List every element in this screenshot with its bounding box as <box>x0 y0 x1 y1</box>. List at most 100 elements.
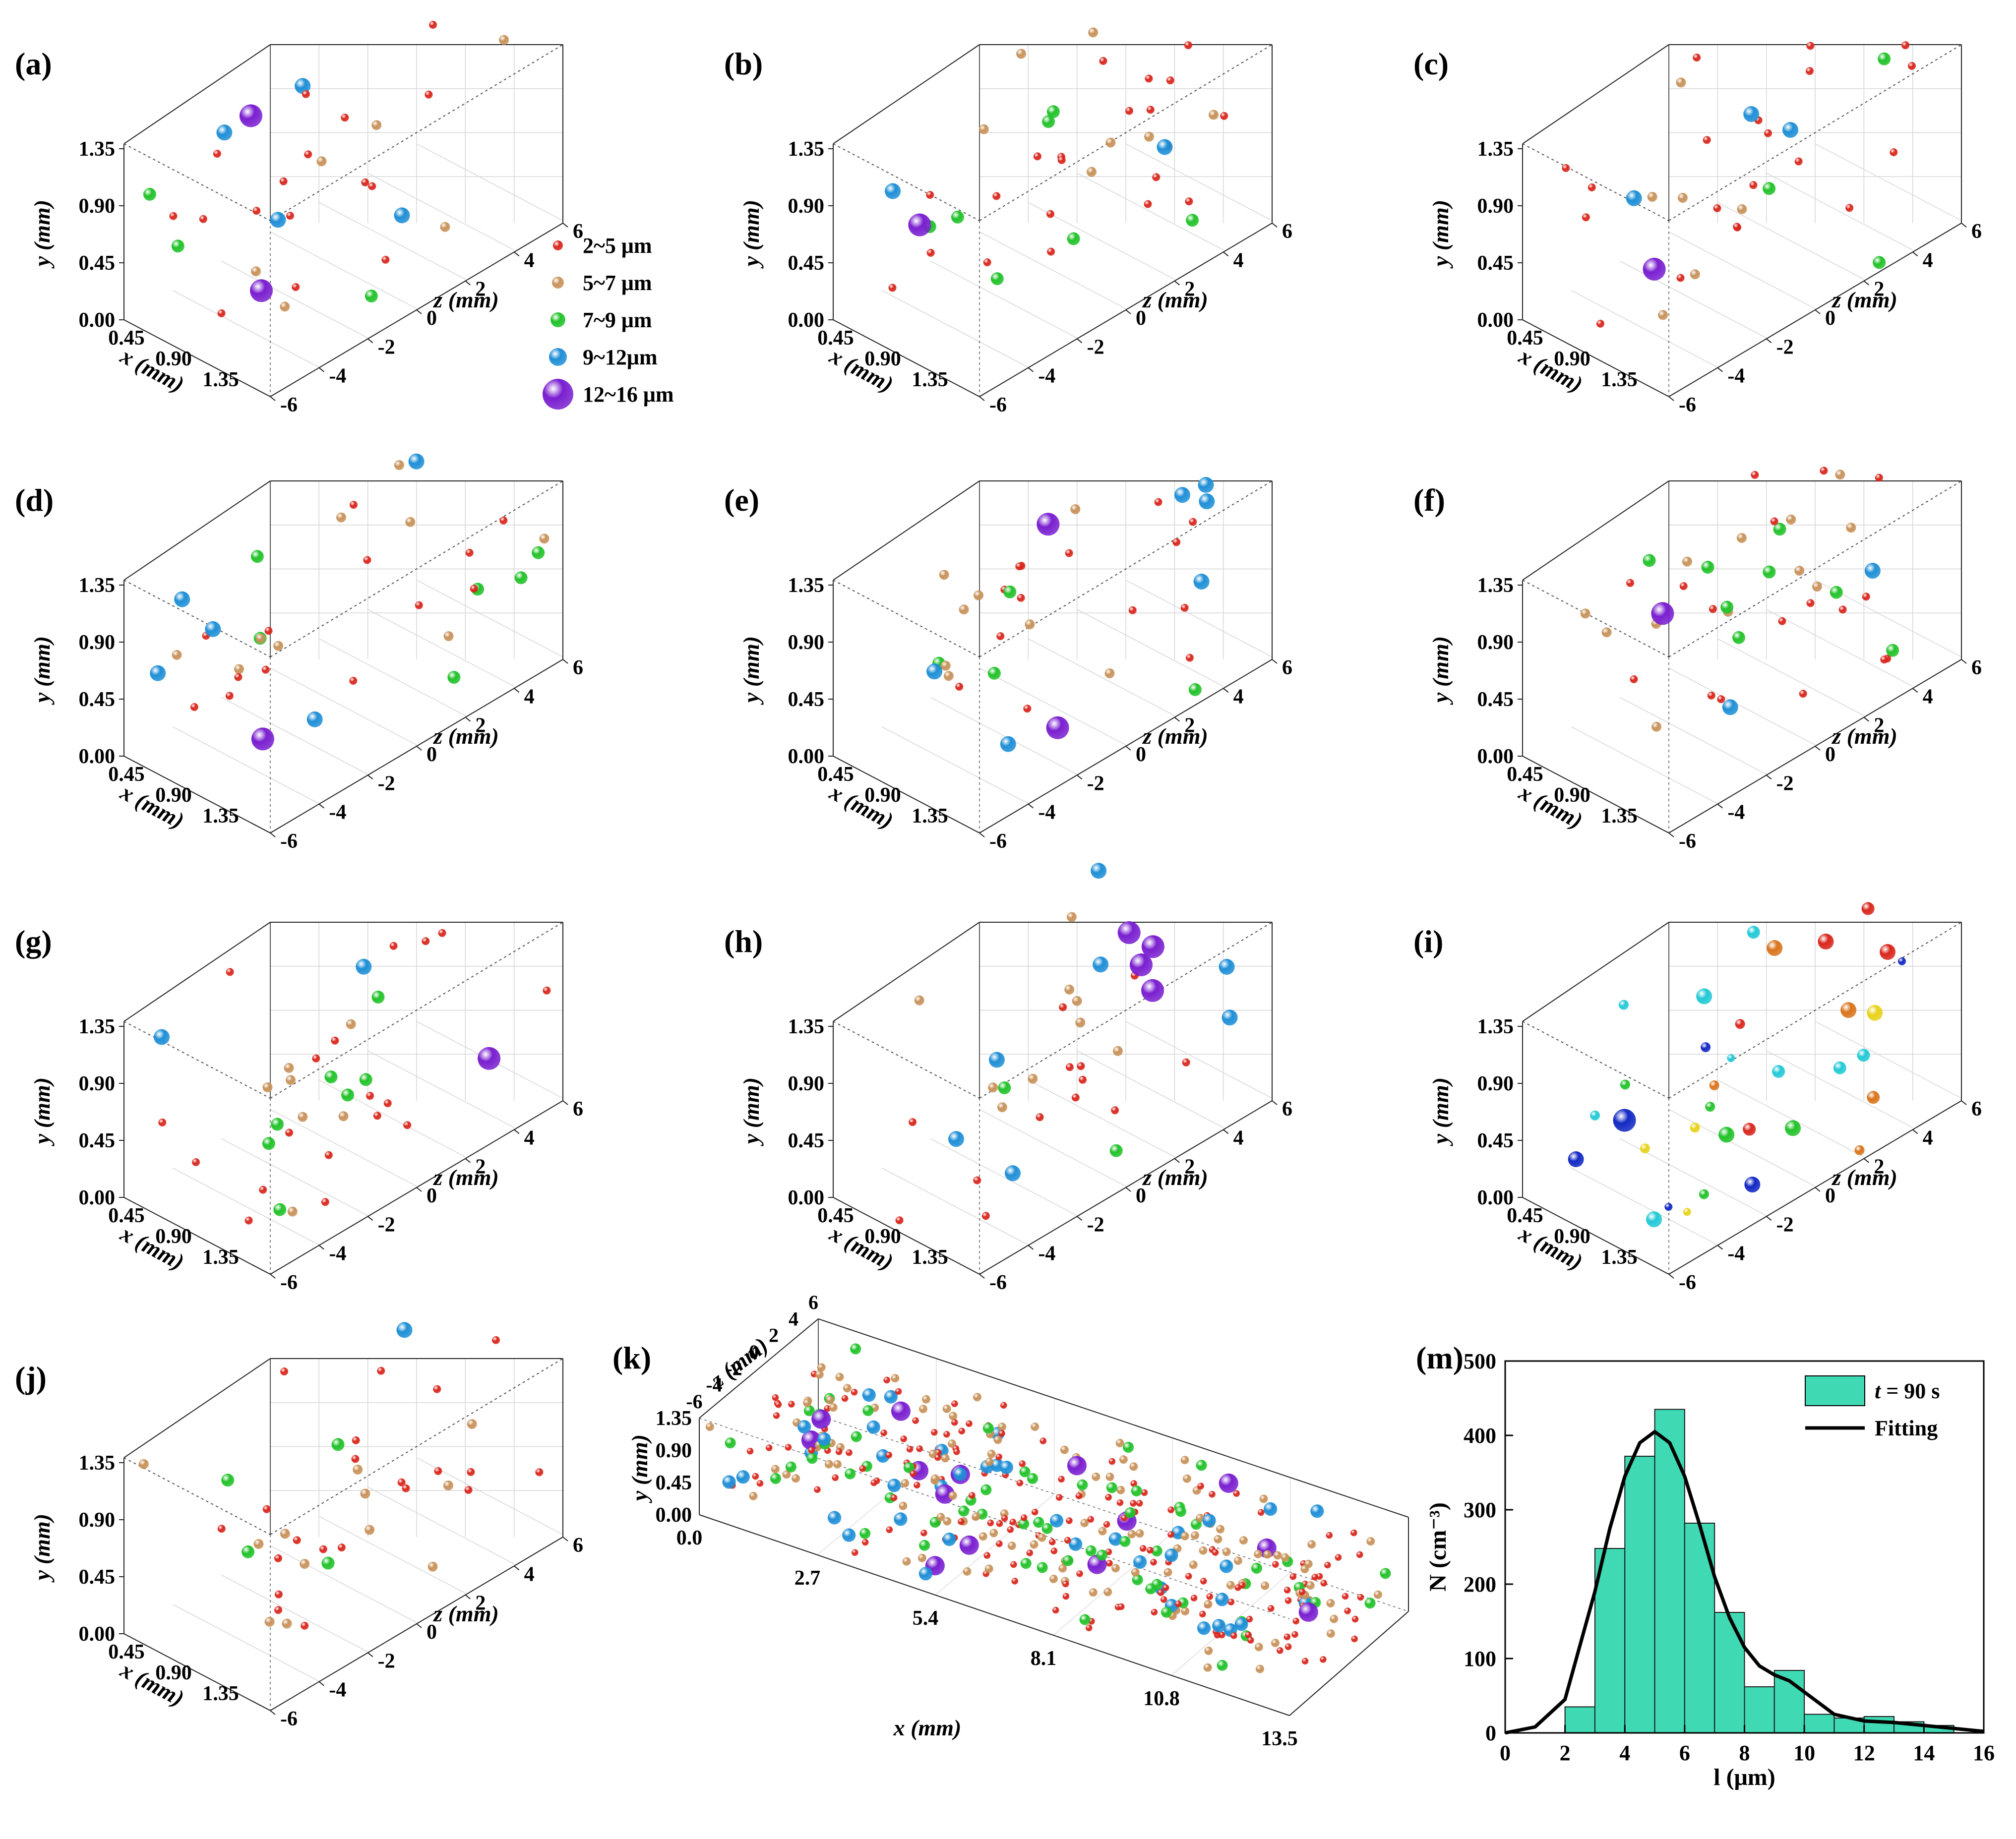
particle <box>1778 617 1786 625</box>
particle <box>351 1455 360 1463</box>
particle <box>766 1444 773 1451</box>
z-tick-label: 0 <box>427 743 437 766</box>
histogram-bar <box>1804 1714 1835 1733</box>
particle <box>1027 1473 1039 1484</box>
particle <box>1125 107 1133 115</box>
particle <box>826 1396 835 1404</box>
particle <box>1197 1483 1204 1490</box>
particle <box>1189 518 1197 526</box>
particle <box>1806 599 1815 607</box>
particle <box>1861 902 1875 915</box>
particle <box>1019 1466 1031 1478</box>
particle <box>1036 1113 1044 1122</box>
particle <box>1215 1593 1229 1606</box>
k-y-tick-label: 0.00 <box>656 1504 692 1527</box>
particle <box>902 1557 911 1566</box>
y-tick-label: 1.35 <box>788 574 825 597</box>
z-tick-label: -2 <box>1776 336 1794 358</box>
y-axis-label: y (mm) <box>1428 636 1453 705</box>
particle <box>1643 554 1656 567</box>
particle <box>1862 593 1870 601</box>
y-tick-label: 0.00 <box>79 309 116 332</box>
particle <box>1077 1062 1085 1070</box>
particle <box>1086 1624 1093 1632</box>
particle <box>1747 926 1760 939</box>
z-tick <box>416 1623 422 1628</box>
z-tick-label: -4 <box>1038 801 1055 824</box>
particle <box>1047 247 1055 256</box>
z-tick <box>318 367 324 372</box>
y-tick-label: 0.45 <box>79 252 116 275</box>
particle <box>862 1388 876 1402</box>
z-tick <box>1863 1158 1869 1163</box>
axis-line <box>123 1021 271 1099</box>
z-tick-label: 4 <box>1923 249 1933 272</box>
particle <box>1220 1559 1233 1573</box>
z-tick-label: -2 <box>1776 772 1794 795</box>
particle <box>1239 1536 1248 1545</box>
axis-line <box>833 480 980 581</box>
particle <box>1733 223 1741 231</box>
k-x-tick-label: 10.8 <box>1143 1687 1180 1710</box>
particle <box>1330 1614 1339 1623</box>
z-tick-label: 6 <box>573 1534 583 1557</box>
particle <box>1106 1560 1113 1567</box>
particle <box>365 1525 375 1535</box>
particle <box>302 90 310 98</box>
particle <box>1247 1637 1254 1644</box>
histogram-bar <box>1773 1670 1805 1733</box>
particle <box>1690 1123 1700 1133</box>
particle <box>1326 1599 1335 1607</box>
particle <box>1344 1607 1351 1614</box>
particle <box>1763 182 1776 195</box>
particle <box>1174 487 1190 503</box>
z-tick <box>367 1216 373 1221</box>
k-z-tick-label: 4 <box>789 1307 798 1330</box>
particle <box>1075 1017 1086 1028</box>
particle <box>1025 619 1035 630</box>
y-tick-label: 200 <box>1464 1572 1496 1597</box>
particle <box>1744 1177 1761 1193</box>
grid-line <box>979 667 1126 746</box>
particle <box>1898 957 1906 965</box>
particle <box>773 1412 780 1419</box>
particle <box>1588 183 1596 191</box>
z-tick <box>270 396 276 401</box>
axis-line <box>123 922 271 1022</box>
k-z-tick-label: -2 <box>726 1357 742 1379</box>
panel-letter: (k) <box>612 1340 651 1375</box>
particle <box>1678 193 1688 203</box>
particle <box>415 601 423 609</box>
particle <box>1233 1490 1240 1497</box>
particle <box>1292 1617 1300 1625</box>
particle <box>371 120 382 130</box>
particle <box>285 1128 294 1137</box>
z-tick <box>562 1537 568 1542</box>
z-tick <box>1815 746 1821 751</box>
z-tick <box>270 1274 276 1279</box>
z-tick <box>1863 716 1869 722</box>
particle <box>1060 1445 1069 1454</box>
particle <box>169 212 178 220</box>
particle <box>1162 1584 1169 1592</box>
particle <box>253 1539 264 1549</box>
particle <box>405 517 416 527</box>
particle <box>1121 1514 1128 1522</box>
particle <box>1033 152 1041 161</box>
particle <box>1062 1555 1074 1566</box>
z-tick-label: -6 <box>1679 830 1696 853</box>
y-tick-label: 0.45 <box>788 252 825 275</box>
particle <box>951 210 964 224</box>
particle <box>1651 721 1662 732</box>
particle <box>438 929 446 937</box>
particle <box>1180 1532 1189 1541</box>
grid-line <box>367 609 515 687</box>
x-tick-label: 1.35 <box>912 368 948 391</box>
particle <box>217 309 226 317</box>
particle <box>1046 716 1069 739</box>
particle <box>1062 1580 1069 1588</box>
particle <box>1727 1054 1735 1063</box>
particle <box>394 207 410 224</box>
particle <box>190 703 198 711</box>
particle <box>1306 1581 1315 1590</box>
